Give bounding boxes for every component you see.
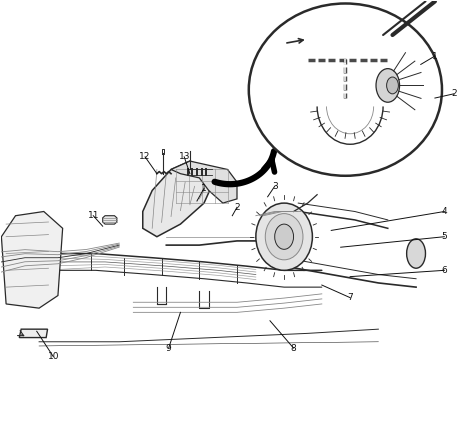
Text: 6: 6	[441, 266, 447, 275]
Text: 10: 10	[47, 352, 59, 361]
Text: 5: 5	[441, 232, 447, 241]
Text: 11: 11	[88, 211, 99, 220]
Text: 2: 2	[451, 89, 456, 98]
Polygon shape	[143, 161, 213, 237]
Ellipse shape	[275, 224, 293, 249]
Text: 8: 8	[291, 343, 296, 353]
Text: 1: 1	[432, 52, 438, 60]
Ellipse shape	[265, 214, 303, 260]
Text: 12: 12	[139, 152, 151, 161]
Text: 4: 4	[441, 207, 447, 216]
Polygon shape	[171, 161, 237, 203]
Ellipse shape	[407, 239, 426, 268]
Polygon shape	[103, 216, 117, 224]
Text: 7: 7	[347, 293, 353, 302]
Ellipse shape	[376, 69, 400, 102]
Circle shape	[249, 3, 442, 176]
Polygon shape	[19, 329, 47, 338]
Text: 13: 13	[179, 152, 190, 161]
Ellipse shape	[256, 203, 312, 270]
Polygon shape	[1, 212, 63, 308]
Text: 9: 9	[166, 343, 172, 353]
Ellipse shape	[387, 77, 398, 94]
Text: 2: 2	[234, 203, 240, 212]
Text: 3: 3	[272, 182, 278, 191]
Text: 1: 1	[201, 184, 207, 193]
